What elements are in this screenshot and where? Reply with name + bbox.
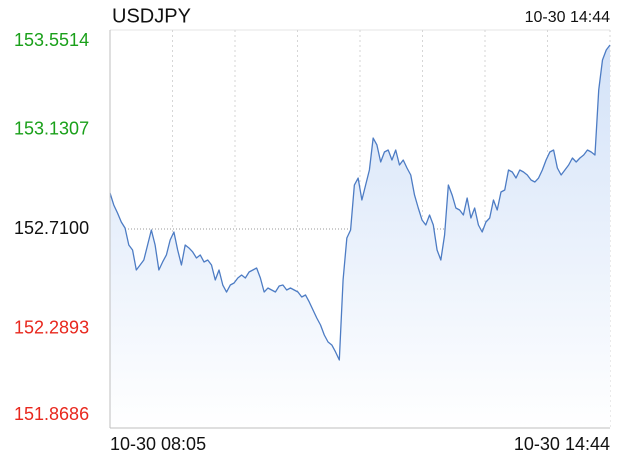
y-tick-label: 152.7100: [14, 218, 89, 238]
timestamp: 10-30 14:44: [525, 9, 611, 26]
x-tick-label: 10-30 08:05: [110, 434, 206, 454]
x-tick-label: 10-30 14:44: [514, 434, 610, 454]
area-fill: [110, 44, 610, 429]
chart-title: USDJPY: [112, 5, 191, 27]
y-tick-label: 151.8686: [14, 404, 89, 424]
y-tick-label: 153.5514: [14, 30, 89, 50]
price-line: [109, 44, 611, 361]
y-tick-label: 152.2893: [14, 317, 89, 337]
y-tick-label: 153.1307: [14, 118, 89, 138]
